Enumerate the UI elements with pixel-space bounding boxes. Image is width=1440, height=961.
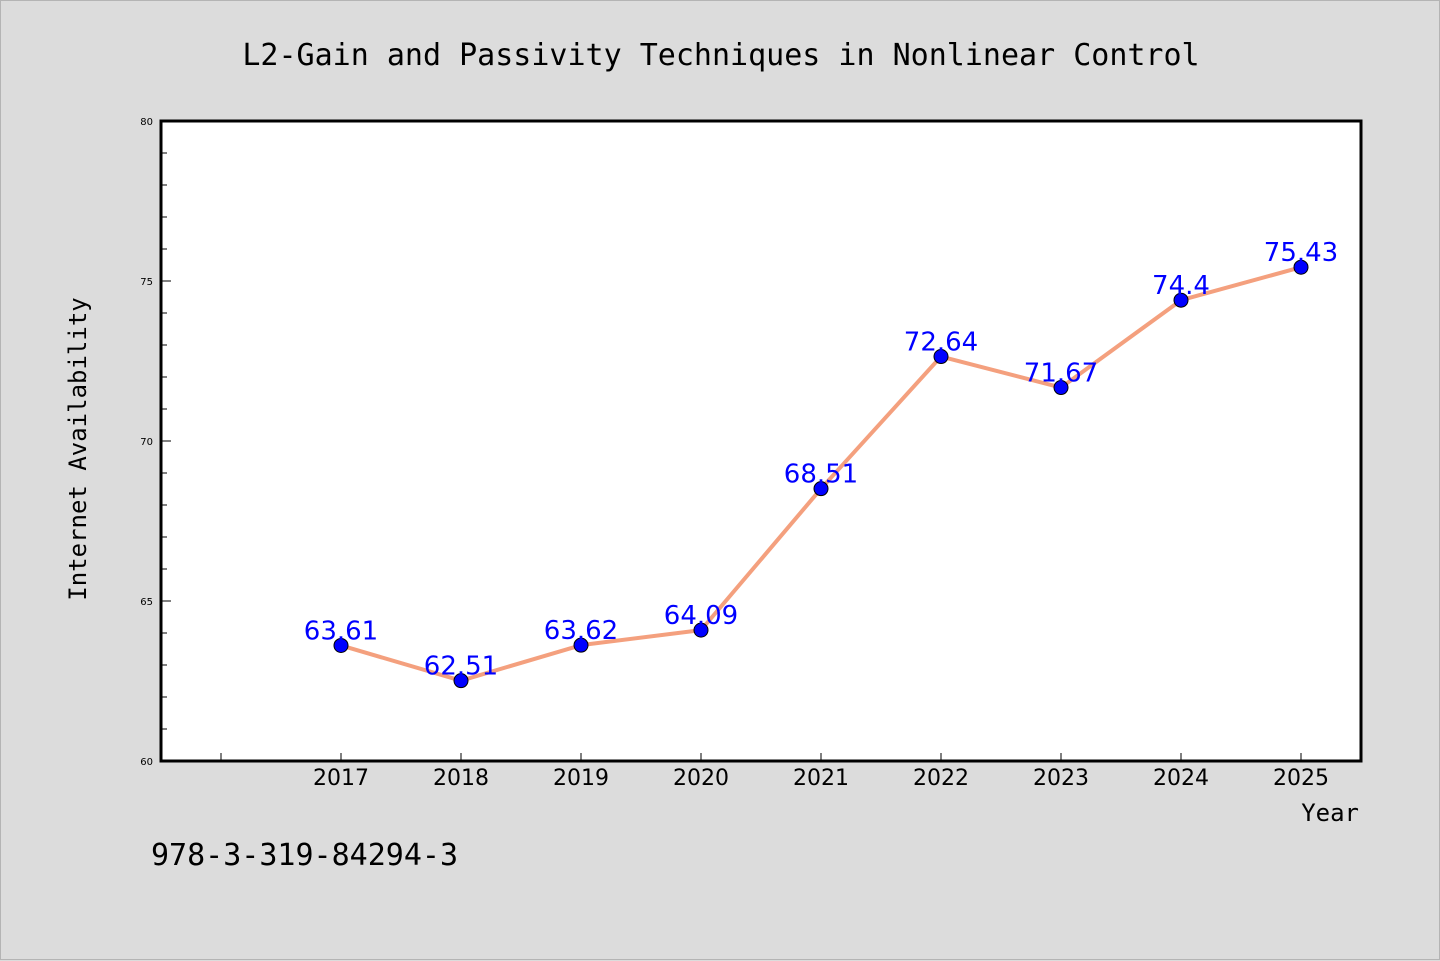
x-tick-label: 2025 <box>1273 766 1329 791</box>
x-tick-label: 2019 <box>553 766 609 791</box>
x-tick-label: 2024 <box>1153 766 1209 791</box>
data-label: 63.61 <box>304 616 378 646</box>
y-tick-label: 65 <box>140 597 153 608</box>
data-point-marker <box>573 637 589 653</box>
data-labels-group: 63.61 62.51 63.62 64.09 68.51 72.64 71.67 74.4 7… <box>304 238 1338 681</box>
isbn-footnote: 978-3-319-84294-3 <box>151 838 458 873</box>
data-point-marker <box>333 637 349 653</box>
data-point-marker <box>453 673 469 689</box>
y-axis-label: Internet Availability <box>64 297 92 600</box>
data-point-marker <box>1293 259 1309 275</box>
data-label: 71.67 <box>1024 359 1098 389</box>
data-point-marker <box>1053 380 1069 396</box>
y-axis: 60 65 70 75 80 <box>140 117 171 768</box>
x-tick-label: 2018 <box>433 766 489 791</box>
data-label: 75.43 <box>1264 238 1338 268</box>
data-label: 64.09 <box>664 601 738 631</box>
data-label: 74.4 <box>1152 271 1210 301</box>
chart-title: L2-Gain and Passivity Techniques in Nonl… <box>242 38 1199 73</box>
x-tick-label: 2020 <box>673 766 729 791</box>
data-point-marker <box>813 481 829 497</box>
data-label: 72.64 <box>904 328 978 358</box>
y-tick-label: 60 <box>140 757 153 768</box>
x-axis-label: Year <box>1301 799 1359 827</box>
y-tick-label: 75 <box>140 277 153 288</box>
x-tick-label: 2017 <box>313 766 369 791</box>
x-tick-label: 2021 <box>793 766 849 791</box>
data-label: 63.62 <box>544 616 618 646</box>
y-tick-label: 70 <box>140 437 153 448</box>
y-tick-label: 80 <box>140 117 153 128</box>
plot-area <box>159 119 1363 763</box>
data-label: 68.51 <box>784 460 858 490</box>
markers-group <box>333 259 1309 689</box>
data-label: 62.51 <box>424 652 498 682</box>
data-point-marker <box>1173 292 1189 308</box>
x-tick-label: 2023 <box>1033 766 1089 791</box>
data-point-marker <box>693 622 709 638</box>
x-tick-label: 2022 <box>913 766 969 791</box>
data-point-marker <box>933 349 949 365</box>
x-axis: 2017 2018 2019 2020 2021 2022 2023 2024 2025 <box>220 753 1329 791</box>
